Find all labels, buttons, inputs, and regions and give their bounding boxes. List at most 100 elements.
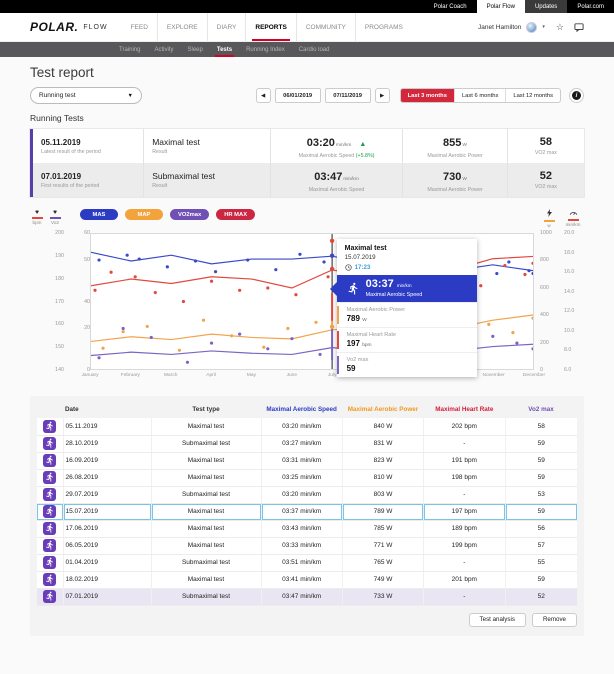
cell-hr: 201 bpm xyxy=(423,571,505,589)
cell-power: 749 W xyxy=(341,571,424,589)
test-analysis-button[interactable]: Test analysis xyxy=(468,612,526,627)
row-icon-cell xyxy=(37,554,63,572)
runner-tile xyxy=(43,521,57,535)
range-button-last-6-months[interactable]: Last 6 months xyxy=(453,89,505,102)
summary-row-first: 07.01.2019 First results of the period S… xyxy=(33,163,584,197)
nav-item-diary[interactable]: DIARY xyxy=(206,13,246,41)
legend-pill-mas[interactable]: MAS xyxy=(80,209,118,220)
legend-pill-vo2max[interactable]: VO2max xyxy=(170,209,210,220)
runner-tile xyxy=(43,555,57,569)
runner-tile xyxy=(43,419,57,433)
table-row-07-01-2019[interactable]: 07.01.2019 Submaximal test 03:47 min/km 733… xyxy=(37,588,577,606)
summary-vo2: 52 VO2 max xyxy=(506,163,584,197)
summary-power-caption: Maximal Aerobic Power xyxy=(427,187,483,193)
series-dot-mas xyxy=(274,268,278,272)
range-button-last-12-months[interactable]: Last 12 months xyxy=(505,89,560,102)
cell-speed: 03:27 min/km xyxy=(260,435,343,453)
runner-icon xyxy=(348,282,357,295)
series-toggle-pills: MAS MAP VO2max HR MAX xyxy=(80,209,256,220)
summary-vo2-caption: VO2 max xyxy=(534,184,557,190)
nav-item-feed[interactable]: FEED xyxy=(130,23,148,31)
topbar-link-polar-coach[interactable]: Polar Coach xyxy=(433,3,467,10)
series-dot-mas xyxy=(193,259,198,263)
range-button-group: Last 3 months Last 6 months Last 12 months xyxy=(399,88,561,103)
row-icon-cell xyxy=(37,503,63,521)
favorites-star-icon[interactable]: ☆ xyxy=(555,21,564,32)
cell-type: Maximal test xyxy=(150,452,261,470)
pace-tick: 16.0 xyxy=(564,269,575,276)
cell-power: 810 W xyxy=(341,469,424,487)
subnav-item-tests[interactable]: Tests xyxy=(210,42,239,57)
tooltip-speed-value: 03:37 xyxy=(365,278,394,290)
legend-pill-map[interactable]: MAP xyxy=(125,209,163,220)
plot-area[interactable]: Maximal test 15.07.2019 17:23 03:37 min/… xyxy=(90,233,534,377)
subnav-item-running-index[interactable]: Running Index xyxy=(246,46,285,53)
bpm-tick: 200 xyxy=(55,230,64,236)
vo2-axis-label: Vo2 xyxy=(51,220,59,225)
feedback-chat-icon[interactable] xyxy=(574,22,584,32)
cell-vo2: 58 xyxy=(504,418,577,436)
table-row-01-04-2019[interactable]: 01.04.2019 Submaximal test 03:51 min/km 765… xyxy=(37,554,577,572)
prev-period-button[interactable]: ◀ xyxy=(255,88,271,103)
summary-date-value: 05.11.2019 xyxy=(41,137,81,147)
runner-icon xyxy=(45,421,53,431)
table-header-row: Date Test type Maximal Aerobic Speed Maxima… xyxy=(37,401,577,418)
pace-tick: 14.0 xyxy=(564,288,575,295)
series-dot-hr-max xyxy=(294,293,298,297)
info-button[interactable]: i xyxy=(569,88,584,103)
series-dot-mas xyxy=(97,258,101,262)
series-dot-mas xyxy=(527,269,531,273)
date-from-field[interactable]: 06/01/2019 xyxy=(274,88,321,103)
cell-date: 18.02.2019 xyxy=(62,571,151,589)
user-menu[interactable]: Janet Hamilton ▾ ☆ xyxy=(478,21,584,33)
table-row-28-10-2019[interactable]: 28.10.2019 Submaximal test 03:27 min/km 831… xyxy=(37,435,577,453)
range-button-last-3-months[interactable]: Last 3 months xyxy=(400,89,454,102)
summary-speed: 03:20min/km ▲ Maximal Aerobic Speed (+5.8… xyxy=(269,129,402,163)
cell-power: 831 W xyxy=(341,435,424,453)
remove-button[interactable]: Remove xyxy=(531,612,577,627)
vo2-tick-column: 60 50 40 20 0 xyxy=(64,230,90,373)
series-dot-mas xyxy=(125,253,129,257)
subnav-item-sleep[interactable]: Sleep xyxy=(187,46,203,53)
tooltip-power-section: Maximal Aerobic Power 789 W xyxy=(336,302,477,327)
date-to-field[interactable]: 07/11/2019 xyxy=(324,88,371,103)
cell-date: 17.06.2019 xyxy=(62,520,151,538)
topbar-link-polar-com[interactable]: Polar.com xyxy=(577,3,604,10)
nav-item-community[interactable]: COMMUNITY xyxy=(295,13,355,41)
pace-tick: 20.0 xyxy=(564,230,575,236)
subnav-item-training[interactable]: Training xyxy=(119,46,141,53)
avatar[interactable] xyxy=(526,21,538,33)
month-label-july: July xyxy=(327,373,337,378)
legend-pill-hr-max[interactable]: HR MAX xyxy=(216,209,256,220)
subnav-item-cardio-load[interactable]: Cardio load xyxy=(298,46,330,53)
nav-item-programs[interactable]: PROGRAMS xyxy=(354,13,412,41)
topbar-link-polar-flow[interactable]: Polar Flow xyxy=(476,0,525,13)
cell-vo2: 56 xyxy=(504,520,577,538)
series-dot-hr-max xyxy=(266,286,270,290)
left-axis: 200 190 180 170 160 150 140 60 50 40 20 0 xyxy=(30,230,90,373)
nav-item-explore[interactable]: EXPLORE xyxy=(156,13,207,41)
marker-dot-hr-max xyxy=(329,238,335,243)
next-period-button[interactable]: ▶ xyxy=(374,88,390,103)
table-row-29-07-2019[interactable]: 29.07.2019 Submaximal test 03:20 min/km 803… xyxy=(37,486,577,504)
test-type-dropdown[interactable]: Running test ▼ xyxy=(30,87,142,104)
summary-row-latest: 05.11.2019 Latest result of the period M… xyxy=(33,129,584,163)
summary-speed-value: 03:47 xyxy=(314,171,343,183)
runner-icon xyxy=(45,506,53,516)
nav-item-reports[interactable]: REPORTS xyxy=(245,13,295,41)
right-axis: 1000 800 600 400 200 0 20.0 18.0 16.0 14.0 12.0 10… xyxy=(534,230,584,373)
cell-speed: 03:51 min/km xyxy=(260,554,343,572)
report-controls: Running test ▼ ◀ 06/01/2019 07/11/2019 ▶… xyxy=(30,87,584,104)
bpm-tick: 150 xyxy=(55,344,64,351)
cell-date: 07.01.2019 xyxy=(62,588,151,606)
topbar-link-updates[interactable]: Updates xyxy=(524,0,568,13)
subnav-item-activity[interactable]: Activity xyxy=(154,46,174,53)
tooltip-hr-value: 197 xyxy=(346,339,360,348)
